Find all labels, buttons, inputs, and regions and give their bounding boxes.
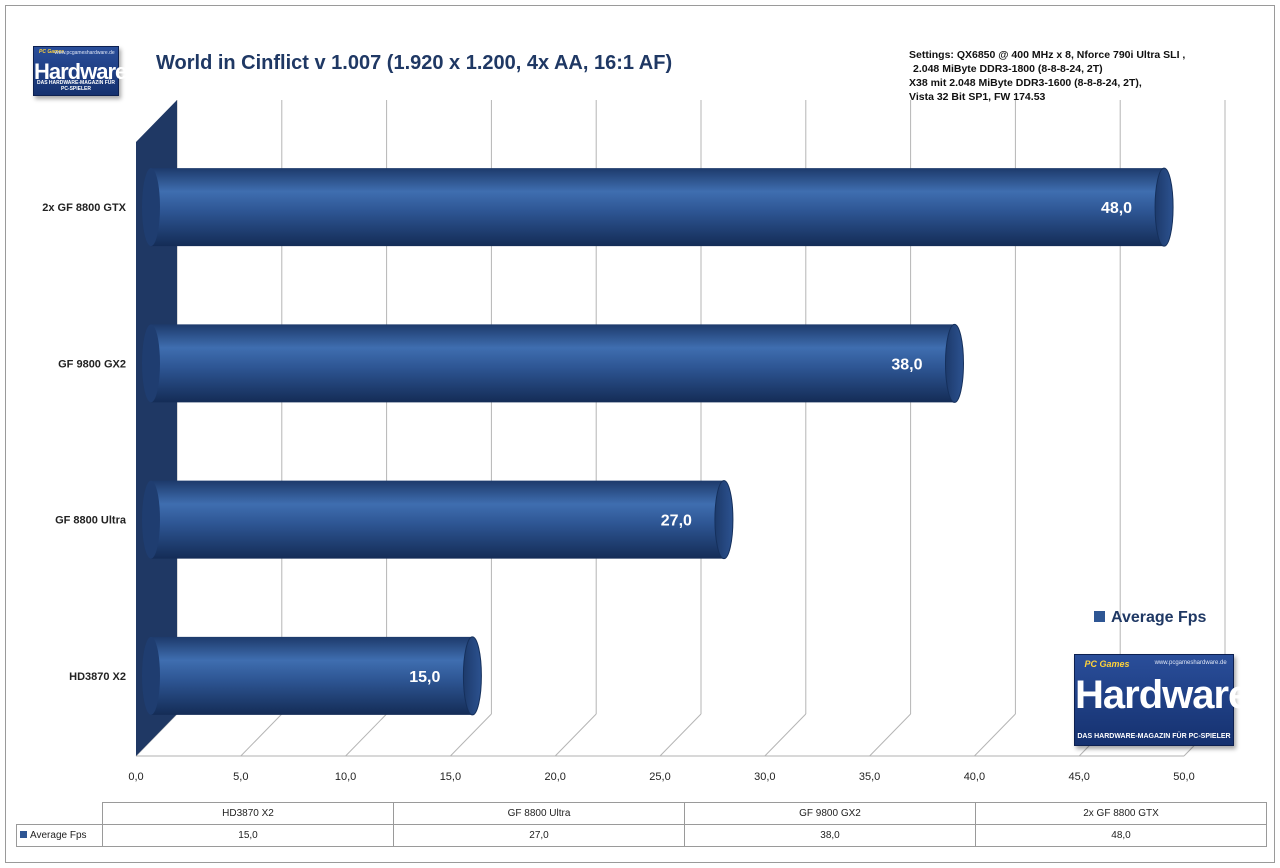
x-tick-label: 50,0 [1173,771,1194,783]
x-tick-label: 30,0 [754,771,775,783]
x-tick-label: 40,0 [964,771,985,783]
chart-title: World in Cinflict v 1.007 (1.920 x 1.200… [156,52,673,74]
logo-top-text: PC Games [39,48,65,55]
bar-end-cap [714,480,734,560]
grid-line [764,713,807,757]
y-tick-label: GF 9800 GX2 [58,358,126,370]
legend: Average Fps [1094,609,1206,627]
x-tick-label: 10,0 [335,771,356,783]
bar-end-cap [1154,167,1174,247]
bar-group: 48,0 [142,167,1174,247]
y-tick-label: 2x GF 8800 GTX [42,202,126,214]
data-table-cell: 38,0 [684,824,976,847]
bar-value-label: 15,0 [409,669,440,686]
data-table-row-label: Average Fps [16,824,103,847]
data-table-header: GF 9800 GX2 [684,802,976,825]
bar [151,480,724,559]
x-tick-label: 25,0 [649,771,670,783]
grid-line [554,713,597,757]
data-table-header: 2x GF 8800 GTX [975,802,1267,825]
x-tick-label: 35,0 [859,771,880,783]
logo-main-text: Hardware [1075,673,1250,717]
grid-line [974,713,1016,757]
chart-frame: 15,0 27,0 38,0 48,0 HD3870 X2 GF 8800 Ultra G… [5,5,1275,863]
bar-value-label: 48,0 [1101,200,1132,217]
settings-line: 2.048 MiByte DDR3-1800 (8-8-8-24, 2T) [913,63,1103,75]
data-table-row: Average Fps 15,0 27,0 38,0 48,0 [16,824,1267,847]
logo-badge: PC Games www.pcgameshardware.de Hardware… [1074,654,1250,746]
bar-start-cap [142,324,160,403]
x-tick-label: 0,0 [128,771,143,783]
bar-start-cap [142,168,160,247]
x-tick-label: 5,0 [233,771,248,783]
logo-url-text: www.pcgameshardware.de [1154,660,1227,667]
settings-note: Settings: QX6850 @ 400 MHz x 8, Nforce 7… [909,48,1185,104]
y-tick-label: HD3870 X2 [69,671,126,683]
data-table-cell: 27,0 [393,824,685,847]
logo-sub-text: DAS HARDWARE-MAGAZIN FÜR PC-SPIELER [36,80,116,93]
bar-value-label: 38,0 [891,356,922,373]
grid-line [659,713,702,757]
bar [151,324,955,403]
logo-badge: PC Games www.pcgameshardware.de Hardware… [33,46,127,96]
legend-swatch [1094,611,1105,622]
data-table-corner [16,802,103,825]
grid-line [869,713,911,757]
bar-value-label: 27,0 [661,513,692,530]
data-table-series-name: Average Fps [30,830,87,841]
logo-url-text: www.pcgameshardware.de [54,49,115,56]
grid-line [240,713,283,757]
x-tick-label: 20,0 [544,771,565,783]
settings-line: Vista 32 Bit SP1, FW 174.53 [909,91,1046,103]
logo-top-text: PC Games [1084,658,1130,669]
grid-line [450,713,492,757]
chart-plot: 15,0 27,0 38,0 48,0 HD3870 X2 GF 8800 Ultra G… [42,100,1226,783]
legend-label: Average Fps [1111,609,1207,626]
bar-start-cap [142,636,160,715]
bar-end-cap [944,323,964,403]
bar [151,636,473,715]
data-table-header-row: HD3870 X2 GF 8800 Ultra GF 9800 GX2 2x G… [16,802,1267,825]
bar [151,168,1165,247]
pcgh-logo-large: PC Games www.pcgameshardware.de Hardware… [1074,654,1250,746]
settings-line: Settings: QX6850 @ 400 MHz x 8, Nforce 7… [909,49,1186,61]
grid-line [345,713,387,757]
pcgh-logo-small: PC Games www.pcgameshardware.de Hardware… [33,46,127,96]
bar-start-cap [142,480,160,559]
bar-group: 27,0 [142,480,734,560]
data-table-cell: 48,0 [975,824,1267,847]
settings-line: X38 mit 2.048 MiByte DDR3-1600 (8-8-8-24… [909,77,1142,89]
data-table-cell: 15,0 [102,824,394,847]
data-table: HD3870 X2 GF 8800 Ultra GF 9800 GX2 2x G… [16,802,1267,847]
bar-end-cap [462,636,482,716]
bar-group: 38,0 [142,323,964,403]
logo-sub-text: DAS HARDWARE-MAGAZIN FÜR PC-SPIELER [1077,732,1231,740]
logo-main-text: Hardware [34,58,127,84]
data-table-header: GF 8800 Ultra [393,802,685,825]
data-table-header: HD3870 X2 [102,802,394,825]
x-tick-label: 45,0 [1068,771,1089,783]
x-tick-label: 15,0 [440,771,461,783]
y-tick-label: GF 8800 Ultra [55,515,127,527]
side-wall [136,100,177,756]
data-table-swatch [20,831,27,838]
bar-group: 15,0 [142,636,482,716]
